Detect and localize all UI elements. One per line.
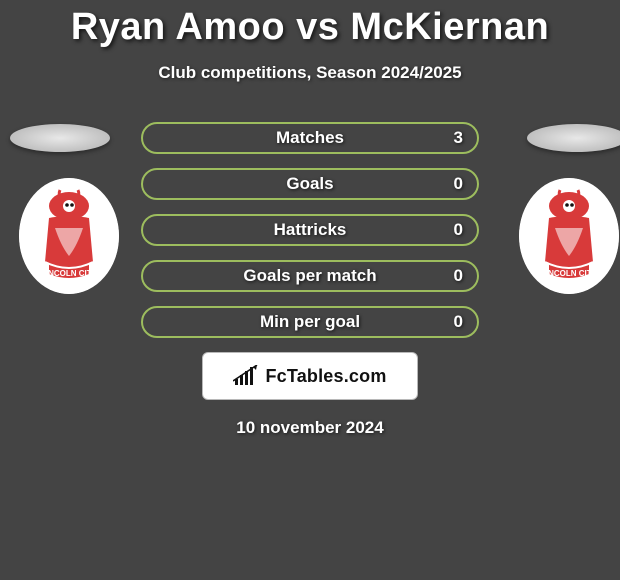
stat-row-matches: Matches 3 (141, 122, 479, 154)
stat-value: 0 (454, 312, 463, 332)
stat-value: 3 (454, 128, 463, 148)
stat-row-goals: Goals 0 (141, 168, 479, 200)
page-title: Ryan Amoo vs McKiernan (0, 0, 620, 49)
stat-label: Goals (286, 174, 333, 194)
stat-value: 0 (454, 174, 463, 194)
site-name: FcTables.com (265, 366, 386, 387)
subtitle: Club competitions, Season 2024/2025 (0, 63, 620, 83)
stat-label: Matches (276, 128, 344, 148)
club-crest-left: LINCOLN CITY (19, 178, 119, 294)
date-line: 10 november 2024 (141, 418, 479, 438)
stat-value: 0 (454, 266, 463, 286)
site-attribution-badge[interactable]: FcTables.com (202, 352, 418, 400)
svg-text:LINCOLN CITY: LINCOLN CITY (41, 269, 98, 278)
stat-label: Hattricks (274, 220, 347, 240)
club-crest-right: LINCOLN CITY (519, 178, 619, 294)
lincoln-city-crest-icon: LINCOLN CITY (19, 178, 119, 294)
stat-row-hattricks: Hattricks 0 (141, 214, 479, 246)
stat-label: Min per goal (260, 312, 360, 332)
stat-row-goals-per-match: Goals per match 0 (141, 260, 479, 292)
lincoln-city-crest-icon: LINCOLN CITY (519, 178, 619, 294)
stat-label: Goals per match (243, 266, 376, 286)
player-shadow-left (10, 124, 110, 152)
player-shadow-right (527, 124, 620, 152)
stat-value: 0 (454, 220, 463, 240)
stats-panel: Matches 3 Goals 0 Hattricks 0 Goals per … (141, 122, 479, 438)
svg-text:LINCOLN CITY: LINCOLN CITY (541, 269, 598, 278)
stat-row-min-per-goal: Min per goal 0 (141, 306, 479, 338)
fctables-logo-icon (233, 365, 259, 387)
